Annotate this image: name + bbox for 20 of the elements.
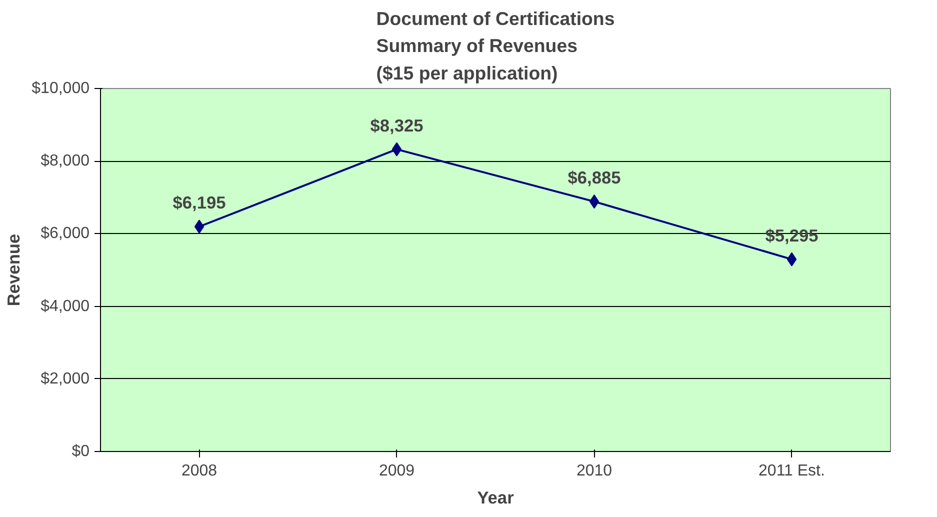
x-tick-label: 2011 Est. [758, 462, 825, 480]
x-tick-label: 2009 [378, 462, 415, 480]
text: $6,885 [568, 168, 621, 188]
point [392, 142, 402, 156]
y-tick-label: $0 [72, 443, 90, 460]
y-tick-label: $4,000 [40, 298, 90, 315]
y-axis-title: Revenue [4, 234, 24, 306]
point [194, 220, 204, 234]
y-tick-label: $8,000 [40, 152, 90, 170]
chart-title: Document of Certifications Summary of Revenues ($15 per application) [376, 8, 615, 84]
point [589, 194, 600, 209]
point [786, 252, 797, 266]
x-tick-label: 2008 [181, 462, 218, 480]
x-tick-label: 2010 [576, 462, 612, 480]
text: $8,325 [370, 115, 424, 136]
y-tick-label: $6,000 [40, 225, 90, 242]
y-tick-label: $2,000 [40, 370, 90, 388]
y-tick-label: $10,000 [32, 80, 90, 97]
text: $6,195 [172, 192, 226, 213]
x-axis-title: Year [477, 488, 514, 508]
